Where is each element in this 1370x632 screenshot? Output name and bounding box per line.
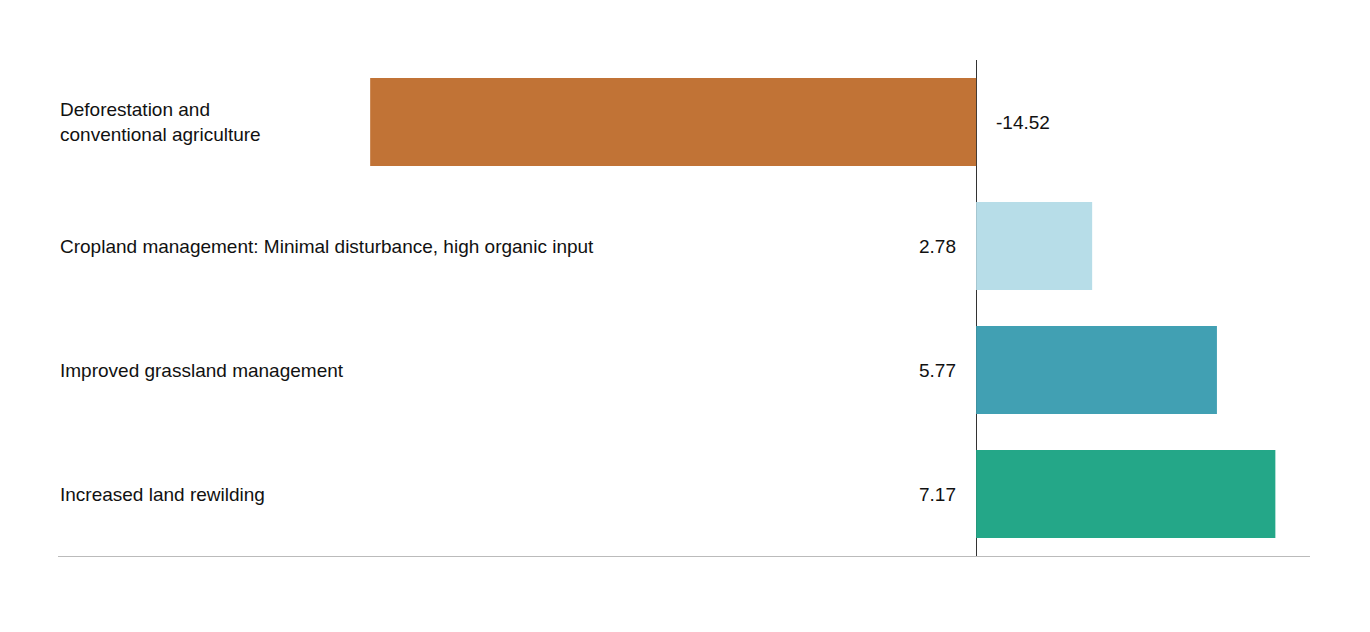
svg-text:2.78: 2.78 xyxy=(919,236,956,257)
svg-text:-14.52: -14.52 xyxy=(996,112,1050,133)
svg-text:Improved grassland management: Improved grassland management xyxy=(60,360,344,381)
svg-text:7.17: 7.17 xyxy=(919,484,956,505)
svg-text:5.77: 5.77 xyxy=(919,360,956,381)
svg-text:Cropland management: Minimal d: Cropland management: Minimal disturbance… xyxy=(60,236,594,257)
svg-text:Increased land rewilding: Increased land rewilding xyxy=(60,484,265,505)
svg-text:Deforestation andconventional: Deforestation andconventional agricultur… xyxy=(60,99,261,145)
